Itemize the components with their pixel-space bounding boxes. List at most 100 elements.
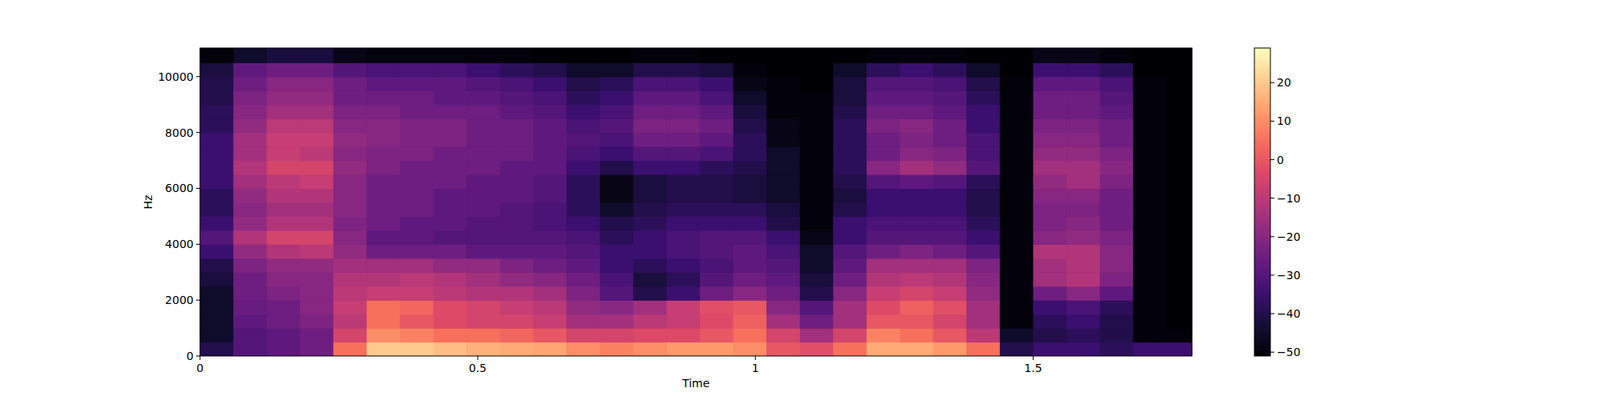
cell — [333, 90, 368, 105]
cell — [1000, 272, 1034, 287]
cell — [333, 160, 368, 176]
cell — [433, 62, 468, 77]
cell — [433, 230, 468, 245]
cell — [700, 300, 734, 315]
y-tick — [196, 132, 200, 133]
cell — [300, 230, 334, 245]
cell — [966, 202, 1000, 217]
cell — [666, 90, 700, 105]
cell — [1032, 118, 1067, 133]
cell — [1000, 76, 1034, 92]
cell — [233, 160, 268, 176]
cell — [1000, 286, 1034, 301]
cell — [500, 328, 534, 343]
cell — [266, 104, 300, 120]
cell — [600, 272, 634, 287]
cell — [666, 328, 700, 343]
cell — [566, 76, 600, 92]
cell — [266, 160, 300, 176]
cell — [200, 230, 234, 245]
cell — [633, 328, 668, 343]
cell — [300, 48, 334, 64]
cell — [900, 202, 934, 217]
cell — [1166, 48, 1192, 64]
cell — [832, 146, 867, 161]
cell — [566, 314, 600, 329]
cell — [666, 342, 700, 356]
chart: 00.511.50200040006000800010000TimeHz2010… — [0, 0, 1600, 400]
cell — [533, 160, 568, 176]
cell — [733, 202, 768, 217]
cell — [400, 342, 434, 356]
cell — [932, 272, 967, 287]
cell — [866, 118, 900, 133]
cell — [633, 76, 668, 92]
cell — [533, 328, 568, 343]
cell — [500, 314, 534, 329]
cell — [633, 216, 668, 231]
cell — [666, 286, 700, 301]
cell — [1166, 174, 1192, 189]
cell — [566, 216, 600, 231]
cell — [766, 202, 800, 217]
cell — [1066, 314, 1100, 329]
cell — [666, 104, 700, 120]
cell — [1166, 132, 1192, 148]
cell — [333, 104, 368, 120]
cell — [200, 300, 234, 315]
cell — [1032, 286, 1067, 301]
cell — [1132, 48, 1167, 64]
cell — [533, 216, 568, 231]
cell — [466, 104, 500, 120]
cell — [300, 188, 334, 203]
cell — [633, 202, 668, 217]
cell — [400, 286, 434, 301]
cell — [966, 286, 1000, 301]
cell — [900, 160, 934, 176]
cell — [400, 132, 434, 148]
cell — [932, 216, 967, 231]
cell — [1066, 188, 1100, 203]
cell — [266, 286, 300, 301]
cell — [700, 244, 734, 259]
cell — [700, 314, 734, 329]
cell — [866, 90, 900, 105]
cell — [300, 202, 334, 217]
cell — [1000, 160, 1034, 176]
y-tick — [196, 300, 200, 301]
cell — [1066, 132, 1100, 148]
cell — [600, 132, 634, 148]
cell — [832, 300, 867, 315]
cell — [932, 174, 967, 189]
cell — [300, 174, 334, 189]
cell — [1032, 258, 1067, 273]
cell — [1066, 118, 1100, 133]
cell — [700, 328, 734, 343]
colorbar-tick-label: −40 — [1276, 307, 1301, 320]
cell — [832, 132, 867, 148]
cell — [900, 132, 934, 148]
cell — [932, 118, 967, 133]
cell — [200, 104, 234, 120]
colorbar-tick — [1270, 274, 1275, 276]
cell — [533, 258, 568, 273]
cell — [666, 314, 700, 329]
cell — [1000, 118, 1034, 133]
cell — [1000, 328, 1034, 343]
cell — [400, 62, 434, 77]
cell — [733, 216, 768, 231]
cell — [400, 258, 434, 273]
cell — [1166, 230, 1192, 245]
cell — [666, 300, 700, 315]
cell — [1032, 104, 1067, 120]
cell — [700, 174, 734, 189]
cell — [1132, 286, 1167, 301]
cell — [433, 202, 468, 217]
cell — [1000, 244, 1034, 259]
cell — [1166, 118, 1192, 133]
cell — [433, 188, 468, 203]
cell — [1100, 202, 1134, 217]
cell — [400, 202, 434, 217]
cell — [766, 48, 800, 64]
cell — [700, 258, 734, 273]
